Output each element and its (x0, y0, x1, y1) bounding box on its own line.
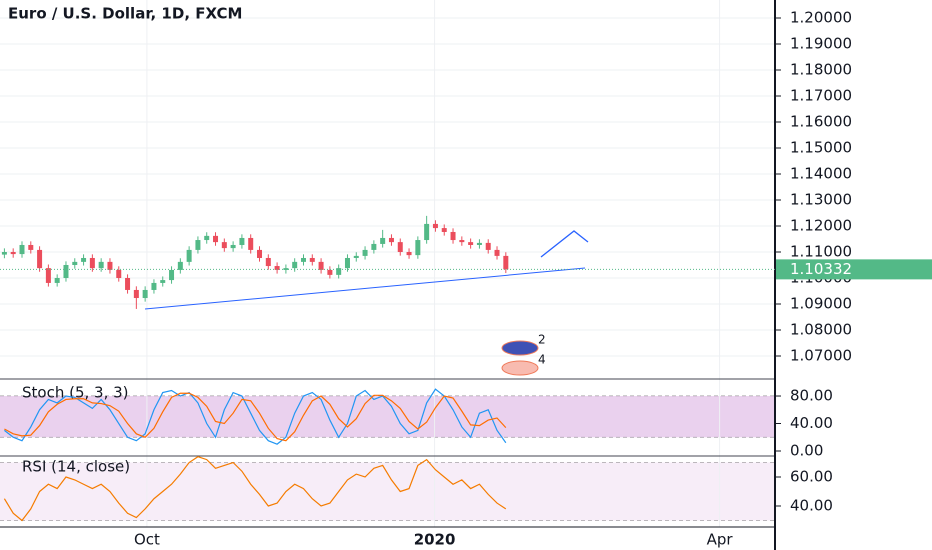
candle-body (72, 261, 78, 266)
candle-body (450, 231, 456, 241)
candle-body (54, 278, 60, 283)
candle-body (388, 237, 394, 243)
candle-body (1, 252, 7, 255)
candle-body (309, 257, 315, 262)
y-tick-label: 1.11000 (790, 243, 852, 261)
event-count: 4 (538, 353, 546, 367)
y-tick-label: 1.09000 (790, 295, 852, 313)
stoch-title: Stoch (5, 3, 3) (22, 384, 129, 402)
candle-body (441, 228, 447, 232)
candle-body (318, 261, 324, 270)
y-tick-label: 0.00 (790, 442, 823, 460)
candle-body (380, 237, 386, 244)
candle-body (300, 257, 306, 262)
series-line (4, 388, 507, 445)
candle-body (169, 269, 175, 281)
y-tick-label: 60.00 (790, 468, 833, 486)
last-price-box (776, 259, 932, 280)
event-icon (501, 340, 539, 356)
candle-body (98, 261, 104, 269)
candle-body (239, 237, 245, 245)
series-line (3, 456, 507, 522)
candle-body (195, 240, 201, 250)
candle-body (397, 242, 403, 252)
candle-body (265, 257, 271, 267)
y-tick-label: 1.18000 (790, 60, 852, 78)
y-tick-label: 1.12000 (790, 216, 852, 234)
chart-title: Euro / U.S. Dollar, 1D, FXCM (8, 5, 242, 23)
arrow-drawing (540, 230, 589, 258)
candle-body (81, 257, 87, 262)
event-icon (501, 360, 539, 376)
candle-body (248, 237, 254, 250)
candle-body (45, 268, 51, 283)
y-tick-label: 1.07000 (790, 347, 852, 365)
candle-body (336, 268, 342, 275)
y-tick-label: 1.08000 (790, 321, 852, 339)
candle-body (125, 278, 131, 290)
candle-body (89, 257, 95, 269)
candle-body (19, 244, 25, 255)
event-count: 2 (538, 333, 546, 347)
last-price-label: 1.10332 (790, 260, 852, 278)
candle-body (28, 244, 34, 250)
candle-body (353, 255, 359, 258)
x-tick-label: Oct (134, 531, 160, 549)
candle-body (432, 223, 438, 229)
y-tick-label: 1.13000 (790, 190, 852, 208)
x-tick-label: 2020 (414, 531, 456, 549)
band (0, 396, 775, 438)
candle-body (63, 265, 69, 279)
x-tick-label: Apr (707, 531, 734, 549)
candle-body (468, 242, 474, 245)
candle-body (424, 223, 430, 241)
y-tick-label: 1.20000 (790, 8, 852, 26)
candle-body (494, 249, 500, 256)
candle-body (476, 242, 482, 245)
candle-body (362, 249, 368, 256)
candle-body (204, 235, 210, 241)
y-tick-label: 40.00 (790, 496, 833, 514)
y-tick-label: 1.17000 (790, 86, 852, 104)
candle-body (257, 249, 263, 258)
trend-line (144, 267, 586, 310)
candle-body (327, 269, 333, 275)
y-tick-label: 1.15000 (790, 138, 852, 156)
band (0, 462, 775, 521)
candle-body (177, 261, 183, 270)
rsi-title: RSI (14, close) (22, 458, 130, 476)
candle-body (230, 244, 236, 249)
candle-body (186, 249, 192, 262)
candle-body (160, 280, 166, 283)
candle-body (151, 282, 157, 290)
candle-body (116, 269, 122, 279)
series-line (4, 392, 507, 442)
y-tick-label: 80.00 (790, 387, 833, 405)
candle-body (459, 240, 465, 243)
candle-body (371, 243, 377, 250)
y-tick-label: 1.14000 (790, 164, 852, 182)
candle-body (221, 242, 227, 249)
candle-body (10, 252, 16, 255)
candle-body (292, 261, 298, 269)
candle-body (133, 289, 139, 299)
candle-body (503, 255, 509, 270)
candle-body (406, 252, 412, 256)
candle-body (344, 257, 350, 269)
y-tick-label: 40.00 (790, 414, 833, 432)
candle-body (415, 240, 421, 256)
candle-body (37, 249, 43, 269)
y-tick-label: 1.19000 (790, 34, 852, 52)
candle-body (107, 261, 113, 270)
y-tick-label: 1.16000 (790, 112, 852, 130)
candle-body (274, 266, 280, 270)
candle-body (485, 242, 491, 250)
candle-body (213, 235, 219, 243)
candle-body (142, 289, 148, 299)
